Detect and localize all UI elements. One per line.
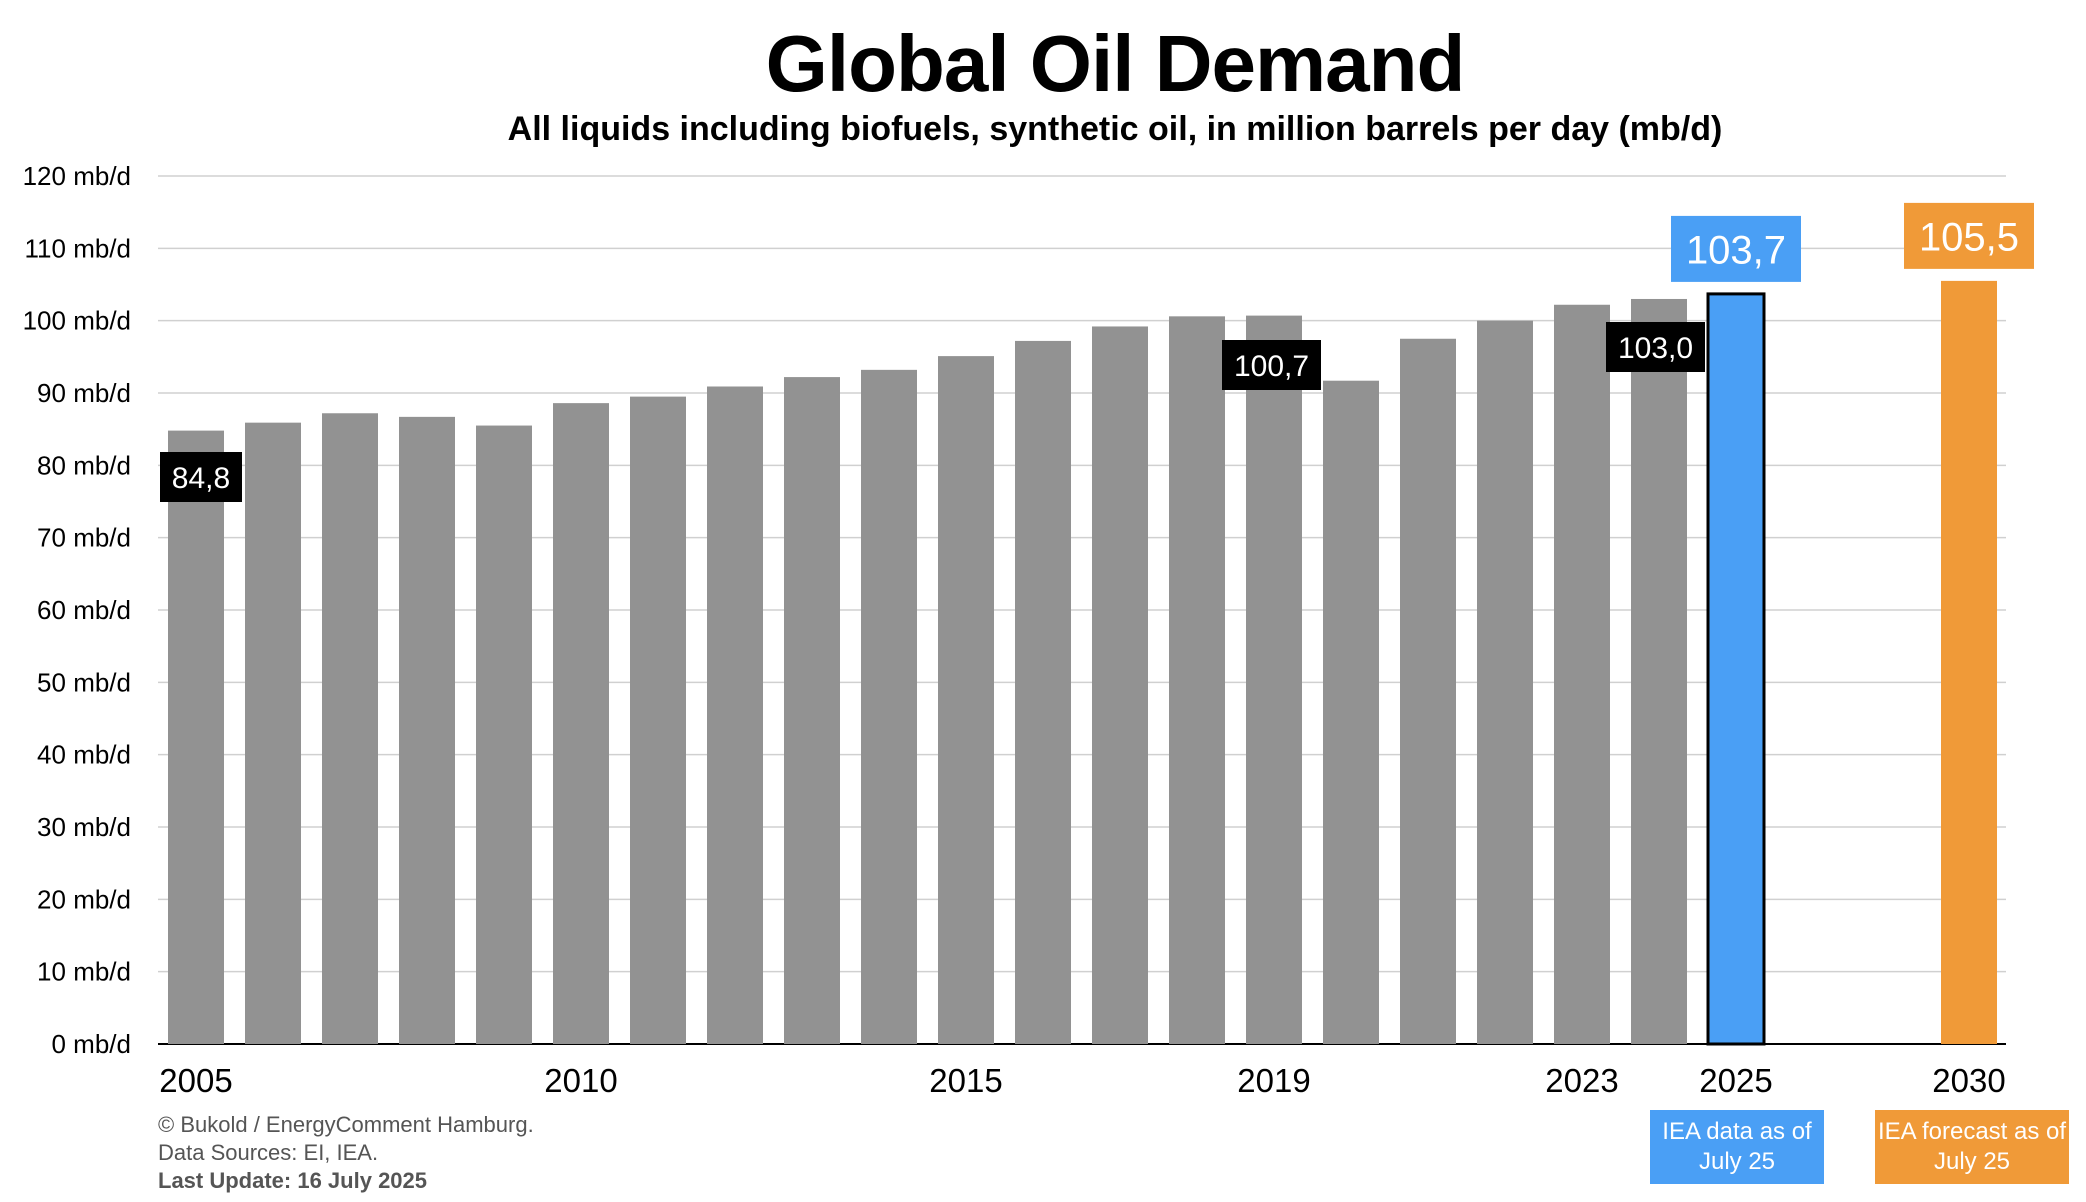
y-tick-label: 60 mb/d: [37, 595, 131, 625]
bar-2007: [322, 413, 378, 1045]
bar-2025: [1706, 292, 1766, 1046]
bar-2009: [476, 425, 532, 1044]
y-tick-label: 10 mb/d: [37, 957, 131, 987]
y-tick-label: 50 mb/d: [37, 667, 131, 697]
bar-2020: [1323, 380, 1379, 1044]
bar-2016: [1015, 340, 1071, 1044]
data-label-box-2005: [160, 452, 242, 502]
y-tick-label: 90 mb/d: [37, 378, 131, 408]
y-tick-label: 40 mb/d: [37, 740, 131, 770]
data-label-2005: 84,8: [172, 462, 230, 495]
bar-2012: [707, 386, 763, 1044]
data-label-2024: 103,0: [1618, 332, 1693, 365]
data-label-box-2030: [1904, 202, 2034, 269]
iea-data-note: IEA data as of July 25: [1650, 1110, 1824, 1184]
footer-sources: Data Sources: EI, IEA.: [158, 1140, 379, 1165]
bar-2008: [399, 416, 455, 1044]
data-label-2019: 100,7: [1234, 350, 1309, 383]
bar-2030: [1941, 280, 1997, 1045]
bar-2011: [630, 396, 686, 1044]
bar-2023: [1554, 304, 1610, 1045]
iea-forecast-note: IEA forecast as of July 25: [1875, 1110, 2069, 1184]
bar-2005: [168, 430, 224, 1044]
y-tick-label: 0 mb/d: [52, 1029, 132, 1059]
x-tick-label: 2030: [1932, 1062, 2005, 1099]
bar-2022: [1477, 320, 1533, 1045]
y-tick-label: 30 mb/d: [37, 812, 131, 842]
y-tick-label: 20 mb/d: [37, 884, 131, 914]
y-tick-label: 120 mb/d: [23, 161, 131, 191]
x-tick-label: 2010: [544, 1062, 617, 1099]
bar-2014: [861, 369, 917, 1044]
data-label-2030: 105,5: [1919, 215, 2019, 259]
bar-2006: [245, 422, 301, 1044]
x-tick-label: 2023: [1545, 1062, 1618, 1099]
x-tick-label: 2019: [1237, 1062, 1310, 1099]
bar-2019: [1246, 315, 1302, 1044]
data-label-box-2025: [1671, 215, 1801, 282]
bar-2010: [553, 403, 609, 1044]
data-label-2025: 103,7: [1686, 228, 1786, 272]
bar-2021: [1400, 338, 1456, 1044]
y-tick-label: 100 mb/d: [23, 306, 131, 336]
x-tick-label: 2005: [159, 1062, 232, 1099]
footer-copyright: © Bukold / EnergyComment Hamburg.: [158, 1112, 534, 1137]
bar-2024: [1631, 298, 1687, 1044]
bar-2015: [938, 356, 994, 1044]
data-label-box-2019: [1222, 340, 1321, 390]
bar-2017: [1092, 326, 1148, 1044]
x-tick-label: 2025: [1699, 1062, 1772, 1099]
y-tick-label: 70 mb/d: [37, 523, 131, 553]
y-tick-label: 80 mb/d: [37, 450, 131, 480]
bar-2013: [784, 377, 840, 1044]
chart-subtitle: All liquids including biofuels, syntheti…: [507, 110, 1723, 148]
y-tick-label: 110 mb/d: [25, 233, 131, 263]
data-label-box-2024: [1606, 322, 1705, 372]
footer-update: Last Update: 16 July 2025: [158, 1168, 428, 1193]
x-tick-label: 2015: [929, 1062, 1002, 1099]
chart-title: Global Oil Demand: [765, 19, 1466, 108]
bar-2018: [1169, 316, 1225, 1044]
